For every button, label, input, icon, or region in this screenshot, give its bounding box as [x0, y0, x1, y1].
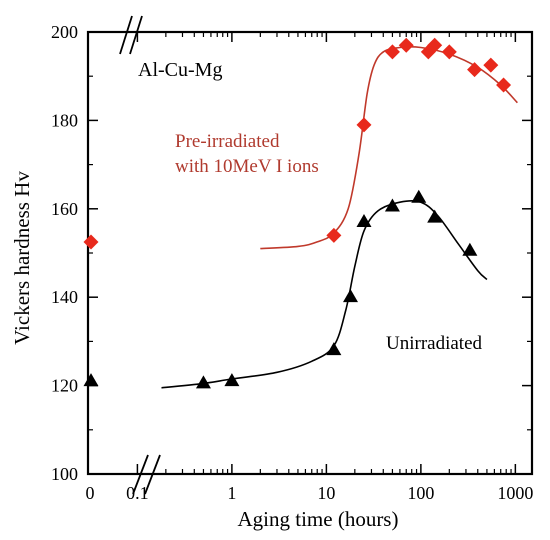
marker-unirradiated [384, 198, 400, 212]
x-tick-label: 1000 [497, 483, 533, 503]
marker-pre-irradiated [441, 44, 457, 60]
x-axis-label: Aging time (hours) [238, 507, 399, 531]
marker-unirradiated [326, 342, 342, 356]
axis-break-mark [144, 454, 161, 495]
series-label-pre-irradiated-line-1: Pre-irradiated [175, 131, 280, 152]
marker-pre-irradiated-at-zero [83, 234, 99, 250]
marker-pre-irradiated [326, 227, 342, 243]
y-tick-label: 200 [51, 22, 78, 42]
marker-unirradiated [224, 373, 240, 387]
series-label-unirradiated: Unirradiated [386, 333, 483, 354]
axis-break-mark [132, 454, 149, 495]
fit-curves [161, 45, 518, 389]
curve-pre-irradiated [260, 45, 518, 250]
axis-break-mark [129, 15, 143, 55]
y-tick-label: 160 [51, 199, 78, 219]
marker-unirradiated [462, 242, 478, 256]
marker-pre-irradiated [496, 77, 512, 93]
y-tick-label: 180 [51, 110, 78, 130]
data-markers [83, 37, 512, 389]
marker-pre-irradiated [483, 57, 499, 73]
curve-unirradiated [161, 200, 488, 389]
y-tick-label: 120 [51, 376, 78, 396]
marker-pre-irradiated [427, 37, 443, 53]
y-tick-label: 140 [51, 287, 78, 307]
marker-pre-irradiated [398, 37, 414, 53]
axis-break-mark [119, 15, 133, 55]
marker-unirradiated [343, 289, 359, 303]
x-tick-label-zero: 0 [86, 483, 95, 503]
marker-unirradiated [427, 209, 443, 223]
marker-pre-irradiated [356, 117, 372, 133]
marker-unirradiated [195, 375, 211, 389]
x-tick-label: 0.1 [126, 483, 149, 503]
marker-unirradiated [356, 214, 372, 227]
marker-pre-irradiated [467, 62, 483, 78]
series-label-pre-irradiated-line-2: with 10MeV I ions [175, 156, 319, 177]
x-tick-label: 1 [227, 483, 236, 503]
marker-unirradiated [411, 189, 427, 203]
chart-title: Al-Cu-Mg [138, 59, 222, 81]
y-tick-label: 100 [51, 464, 78, 484]
y-axis-label: Vickers hardness Hv [10, 171, 34, 345]
x-tick-label: 100 [407, 483, 434, 503]
x-tick-label: 10 [317, 483, 335, 503]
marker-pre-irradiated [384, 44, 400, 60]
marker-unirradiated-at-zero [83, 373, 99, 387]
axis-ticks: 0.1 1 10 100 1000 100 120 140 160 180 200 [51, 22, 533, 503]
